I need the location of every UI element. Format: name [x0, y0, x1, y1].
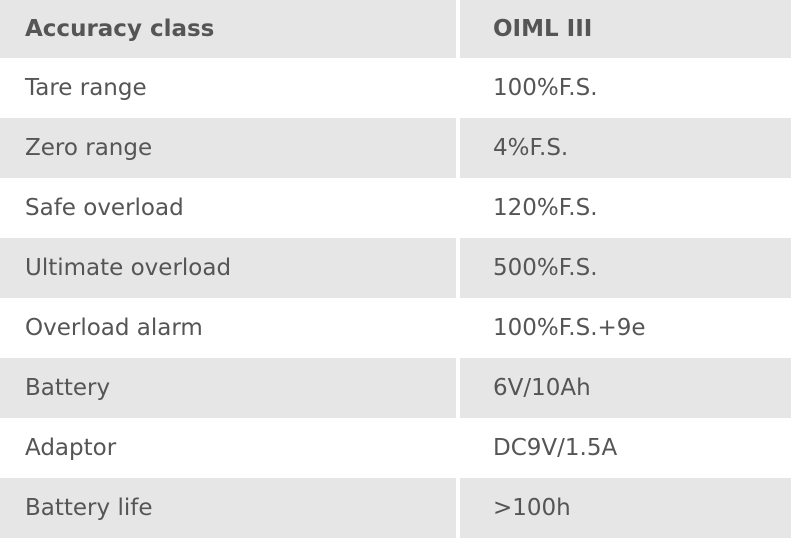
- header-label: Accuracy class: [0, 0, 458, 58]
- row-label: Overload alarm: [25, 315, 203, 341]
- row-value: 6V/10Ah: [456, 358, 791, 418]
- row-label: Ultimate overload: [0, 238, 458, 298]
- table-row: Battery life >100h: [0, 478, 791, 538]
- row-label: Tare range: [25, 75, 147, 101]
- row-value: 500%F.S.: [456, 238, 791, 298]
- row-value: 100%F.S.: [456, 58, 791, 118]
- row-value: 120%F.S.: [456, 178, 791, 238]
- row-label: Safe overload: [25, 195, 184, 221]
- header-value: OIML III: [456, 0, 791, 58]
- row-value: 100%F.S.+9e: [456, 298, 791, 358]
- table-row: Safe overload 120%F.S.: [0, 178, 791, 238]
- table-row: Overload alarm 100%F.S.+9e: [0, 298, 791, 358]
- table-row: Adaptor DC9V/1.5A: [0, 418, 791, 478]
- table-row: Tare range 100%F.S.: [0, 58, 791, 118]
- row-value: DC9V/1.5A: [456, 418, 791, 478]
- row-value: >100h: [456, 478, 791, 538]
- table-header-row: Accuracy class OIML III: [0, 0, 791, 58]
- table-row: Zero range 4%F.S.: [0, 118, 791, 178]
- row-label: Adaptor: [25, 435, 117, 461]
- row-label: Battery life: [0, 478, 458, 538]
- row-label: Zero range: [0, 118, 458, 178]
- table-row: Ultimate overload 500%F.S.: [0, 238, 791, 298]
- row-value: 4%F.S.: [456, 118, 791, 178]
- table-row: Battery 6V/10Ah: [0, 358, 791, 418]
- row-label: Battery: [0, 358, 458, 418]
